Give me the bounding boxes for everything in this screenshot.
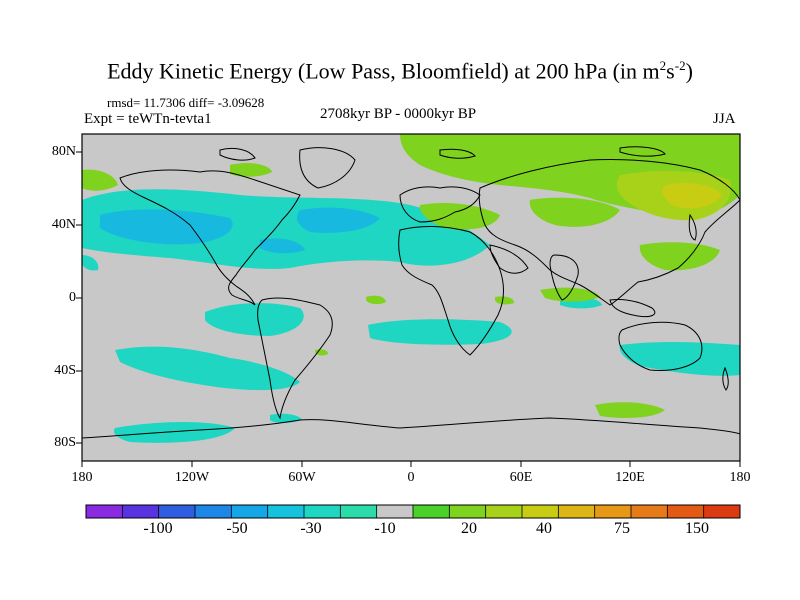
- neg-region-sh-band: [115, 346, 300, 391]
- neg-core-atlantic-south: [260, 238, 305, 254]
- coast-india: [549, 254, 579, 301]
- coast-europe: [399, 186, 481, 223]
- coast-asia: [478, 158, 740, 306]
- colorbar-label: 20: [461, 520, 477, 537]
- period-label: 2708kyr BP - 0000kyr BP: [320, 106, 477, 122]
- neg-region-antarctic: [113, 422, 235, 443]
- colorbar-cell: [413, 505, 450, 518]
- x-tick-label: 60E: [509, 470, 533, 485]
- y-tick-label: 40N: [51, 217, 76, 232]
- neg-core-north-atlantic: [297, 207, 380, 233]
- pos-region-indian-eq: [540, 287, 600, 302]
- colorbar-cell: [195, 505, 232, 518]
- neg-core-north-pacific: [100, 209, 233, 245]
- x-tick-label: 60W: [288, 470, 316, 485]
- colorbar-cell: [558, 505, 595, 518]
- y-tick-label: 80S: [54, 435, 76, 450]
- colorbar-frame: [85, 504, 741, 519]
- colorbar-label: -30: [300, 520, 322, 537]
- x-tick-label: 180: [71, 470, 93, 485]
- colorbar-cell: [667, 505, 704, 518]
- colorbar-label: -10: [374, 520, 396, 537]
- x-tick-label: 0: [407, 470, 415, 485]
- colorbar-cell: [304, 505, 341, 518]
- y-tick-label: 0: [69, 290, 76, 305]
- colorbar-cell: [86, 505, 123, 518]
- colorbar-label: 75: [614, 520, 630, 537]
- pos-region-greenland: [230, 162, 272, 177]
- colorbar-cell: [631, 505, 668, 518]
- colorbar-label: 150: [685, 520, 709, 537]
- colorbar-label: -100: [143, 520, 173, 537]
- pos-region-africa-eq: [495, 296, 515, 305]
- colorbar-cell: [158, 505, 196, 518]
- colorbar: [86, 505, 741, 518]
- colorbar-cell: [376, 505, 414, 518]
- colorbar-cell: [340, 505, 377, 518]
- plot-title: Eddy Kinetic Energy (Low Pass, Bloomfiel…: [107, 58, 693, 84]
- stats-label: rmsd= 11.7306 diff= -3.09628: [107, 95, 265, 110]
- y-tick-label: 40S: [54, 363, 76, 378]
- neg-region-south-pacific: [205, 303, 304, 336]
- coast-south-america: [257, 297, 333, 420]
- coast-japan: [688, 213, 697, 241]
- pos-region-east-asia: [639, 242, 720, 271]
- colorbar-cell: [703, 505, 741, 518]
- neg-region-indian-ocean: [619, 341, 740, 376]
- colorbar-cell: [267, 505, 305, 518]
- pos-region-central-asia: [529, 197, 620, 227]
- x-tick-label: 120E: [615, 470, 645, 485]
- neg-region-north-atlantic: [82, 189, 490, 269]
- y-tick-label: 80N: [51, 144, 76, 159]
- coast-indonesia: [609, 299, 656, 318]
- tick-marks: [76, 151, 741, 467]
- pos-region-south-indian: [595, 402, 665, 418]
- colorbar-cell: [522, 505, 559, 518]
- colorbar-cell: [449, 505, 486, 518]
- coast-africa: [398, 225, 504, 356]
- pos-region-alaska: [82, 169, 118, 191]
- neg-region-west-pacific: [82, 255, 99, 271]
- season-label: JJA: [713, 111, 736, 127]
- experiment-label: Expt = teWTn-tevta1: [84, 111, 212, 127]
- colorbar-cell: [231, 505, 268, 518]
- coast-arctic-islands: [219, 146, 666, 161]
- colorbar-cell: [122, 505, 159, 518]
- pos-region-atlantic-eq: [366, 295, 386, 305]
- coast-antarctica: [82, 417, 740, 439]
- colorbar-cell: [485, 505, 523, 518]
- pos-core-yellow: [662, 183, 722, 209]
- colorbar-label: 40: [536, 520, 552, 537]
- colorbar-cell: [594, 505, 632, 518]
- coast-greenland: [299, 147, 356, 189]
- coast-arabia: [489, 244, 529, 274]
- coastlines: [82, 146, 740, 439]
- x-tick-label: 120W: [174, 470, 210, 485]
- x-tick-label: 180: [729, 470, 751, 485]
- neg-region-south-atlantic: [368, 319, 512, 345]
- contour-fills: [82, 134, 740, 443]
- coast-new-zealand: [722, 366, 729, 391]
- coast-north-america: [119, 169, 301, 306]
- colorbar-label: -50: [226, 520, 248, 537]
- coast-australia: [618, 321, 703, 371]
